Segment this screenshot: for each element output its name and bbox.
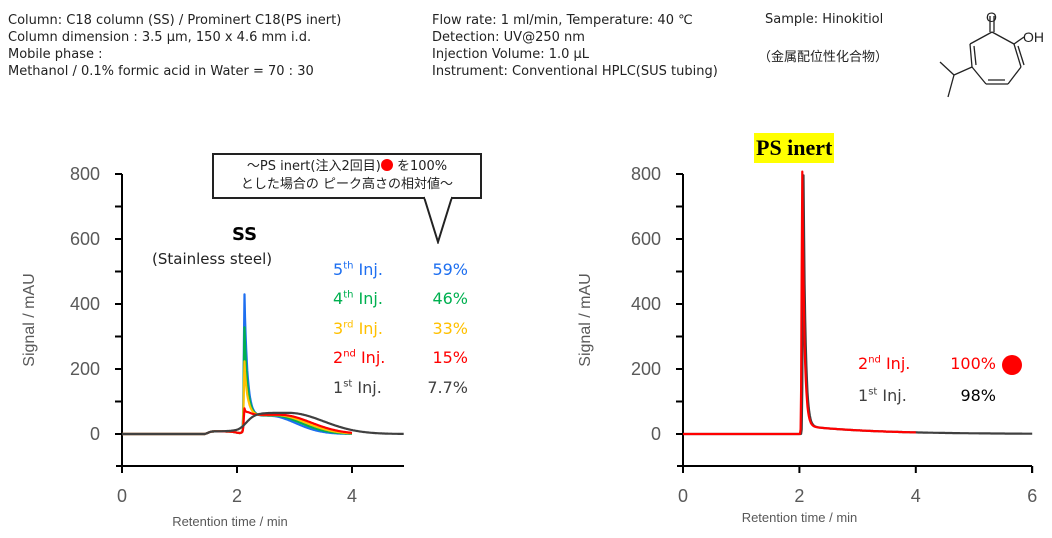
y-tick-label: 800 — [70, 164, 100, 184]
x-tick-label: 6 — [1027, 486, 1037, 506]
legend-value-5: 59% — [432, 260, 468, 279]
series-line-3 — [121, 360, 353, 436]
chart-subtitle-ss: (Stainless steel) — [152, 250, 273, 268]
x-tick-label: 4 — [911, 486, 921, 506]
dimension-text: Column dimension : 3.5 µm, 150 x 4.6 mm … — [8, 30, 312, 45]
legend-label-4: 4th Inj. — [333, 289, 383, 308]
y-axis-label: Signal / mAU — [577, 273, 594, 366]
x-axis-label: Retention time / min — [172, 514, 288, 529]
flow-text: Flow rate: 1 ml/min, Temperature: 40 ℃ — [432, 13, 693, 28]
legend-value-3: 33% — [432, 319, 468, 338]
legend-value-2: 100% — [950, 354, 996, 373]
callout-line2: とした場合の ピーク高さの相対値～ — [240, 177, 454, 192]
detection-text: Detection: UV@250 nm — [432, 30, 585, 45]
y-tick-label: 600 — [70, 229, 100, 249]
callout-box: ～PS inert(注入2回目) を100% とした場合の ピーク高さの相対値～ — [212, 153, 482, 199]
hydroxyl-label: OH — [1023, 29, 1044, 45]
x-tick-label: 0 — [678, 486, 688, 506]
instrument-text: Instrument: Conventional HPLC(SUS tubing… — [432, 64, 718, 79]
x-tick-label: 4 — [347, 486, 357, 506]
legend-label-5: 5th Inj. — [333, 260, 383, 279]
y-tick-label: 600 — [631, 229, 661, 249]
legend-label-2: 2nd Inj. — [333, 348, 386, 367]
legend-value-2: 15% — [432, 348, 468, 367]
sample-note: （金属配位性化合物） — [758, 50, 889, 65]
x-axis-label: Retention time / min — [742, 510, 858, 525]
series-line-2 — [682, 170, 917, 436]
chart-title-ss: SS — [232, 224, 258, 245]
mobile-phase-text: Methanol / 0.1% formic acid in Water = 7… — [8, 64, 314, 79]
conditions-left: Column: C18 column (SS) / Prominert C18(… — [8, 12, 341, 80]
legend-value-1: 7.7% — [427, 378, 468, 397]
legend-label-1: 1st Inj. — [858, 386, 907, 405]
mobile-phase-label: Mobile phase : — [8, 47, 103, 62]
x-tick-label: 0 — [117, 486, 127, 506]
sample-label: Sample: Hinokitiol — [765, 12, 884, 27]
callout-line1: ～PS inert(注入2回目) を100% — [246, 159, 448, 174]
red-dot-marker-icon — [1002, 355, 1022, 375]
injection-text: Injection Volume: 1.0 µL — [432, 47, 590, 62]
y-tick-label: 200 — [631, 359, 661, 379]
y-tick-label: 400 — [631, 294, 661, 314]
series-line-5 — [121, 293, 353, 436]
chart-title-ps-inert: PS inert — [754, 133, 835, 163]
column-text: Column: C18 column (SS) / Prominert C18(… — [8, 13, 342, 28]
oxygen-label: O — [986, 9, 997, 25]
y-tick-label: 800 — [631, 164, 661, 184]
y-tick-label: 200 — [70, 359, 100, 379]
legend-label-2: 2nd Inj. — [858, 354, 911, 373]
legend-value-1: 98% — [960, 386, 996, 405]
x-tick-label: 2 — [794, 486, 804, 506]
red-dot-marker-icon — [380, 159, 393, 171]
legend-value-4: 46% — [432, 289, 468, 308]
x-tick-label: 2 — [232, 486, 242, 506]
conditions-mid: Flow rate: 1 ml/min, Temperature: 40 ℃ D… — [432, 12, 718, 80]
legend-label-3: 3rd Inj. — [333, 319, 383, 338]
y-tick-label: 400 — [70, 294, 100, 314]
y-tick-label: 0 — [651, 424, 661, 444]
y-tick-label: 0 — [90, 424, 100, 444]
callout-pointer — [423, 196, 453, 244]
hinokitiol-structure-icon: O OH — [939, 9, 1044, 98]
y-axis-label: Signal / mAU — [21, 273, 38, 366]
series-line-1 — [121, 411, 405, 436]
legend-label-1: 1st Inj. — [333, 378, 382, 397]
